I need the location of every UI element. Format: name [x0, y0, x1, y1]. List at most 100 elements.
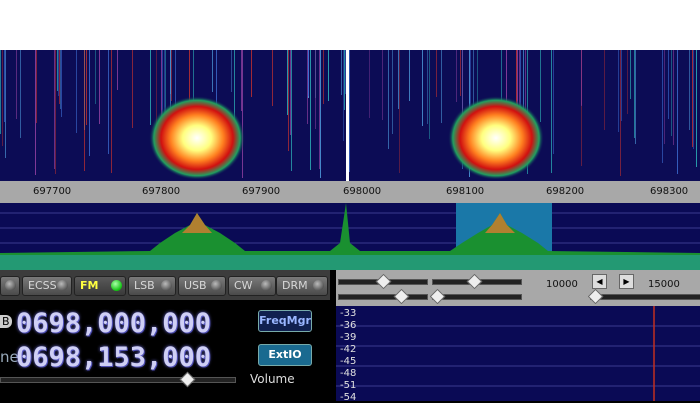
db-label: -39: [340, 332, 357, 343]
waterfall-line: [519, 50, 520, 131]
waterfall-line: [164, 50, 165, 151]
waterfall-line: [677, 50, 678, 174]
waterfall-line: [581, 50, 582, 166]
waterfall-line: [89, 50, 90, 156]
waterfall-line: [634, 50, 635, 138]
waterfall-line: [345, 50, 346, 94]
zoom-slider[interactable]: [590, 294, 700, 300]
mode-button-ecss[interactable]: ECSS: [22, 276, 72, 296]
freq-tick-label: 697700: [33, 186, 72, 197]
slider-4[interactable]: [432, 294, 522, 300]
audio-canvas: [336, 306, 700, 401]
waterfall-line: [162, 50, 163, 157]
waterfall-line: [76, 50, 77, 133]
waterfall-line: [212, 50, 213, 92]
waterfall-line: [422, 50, 423, 126]
waterfall-line: [310, 50, 311, 170]
mode-button-usb[interactable]: USB: [178, 276, 226, 296]
mode-label: CW: [234, 279, 253, 292]
waterfall-line: [369, 50, 370, 118]
slider-1-thumb[interactable]: [375, 273, 392, 290]
tune-label: ne: [0, 348, 19, 366]
waterfall-line: [692, 50, 693, 147]
waterfall-line: [627, 50, 628, 114]
slider-panel: 10000 15000 ◀ ▶: [336, 270, 700, 306]
waterfall-line: [427, 50, 428, 124]
waterfall-line: [462, 50, 463, 134]
waterfall-line: [506, 50, 507, 143]
waterfall-display[interactable]: [0, 0, 700, 181]
waterfall-line: [398, 50, 399, 109]
waterfall-line: [392, 50, 393, 134]
waterfall-line: [689, 50, 690, 130]
waterfall-line: [16, 50, 17, 119]
frequency-axis[interactable]: 697700 697800 697900 698000 698100 69820…: [0, 181, 700, 203]
waterfall-carrier: [346, 50, 349, 181]
volume-slider[interactable]: [0, 377, 236, 383]
waterfall-line: [341, 50, 342, 95]
waterfall-line: [635, 50, 636, 144]
waterfall-line: [349, 50, 350, 172]
mode-label: USB: [184, 279, 207, 292]
spectrum-canvas: [0, 203, 700, 270]
waterfall-line: [241, 50, 242, 111]
waterfall-line: [290, 50, 291, 135]
slider-4-thumb[interactable]: [429, 288, 446, 305]
waterfall-line: [288, 50, 289, 151]
waterfall-line: [604, 50, 605, 130]
volume-slider-thumb[interactable]: [179, 371, 196, 388]
mode-button-am[interactable]: [0, 276, 20, 296]
freqmgr-button[interactable]: FreqMgr: [258, 310, 312, 332]
led-icon: [161, 280, 172, 291]
extio-button[interactable]: ExtIO: [258, 344, 312, 366]
waterfall-signal-2: [448, 96, 544, 180]
slider-3-thumb[interactable]: [393, 288, 410, 305]
waterfall-line: [193, 50, 194, 122]
lo-frequency-display[interactable]: 0698,000,000: [16, 308, 212, 339]
waterfall-line: [429, 50, 430, 139]
spectrum-trace: [0, 203, 700, 270]
waterfall-line: [165, 50, 166, 157]
waterfall-line: [0, 50, 1, 134]
led-icon: [57, 280, 68, 291]
mode-selector: ECSS FM LSB USB CW DRM: [0, 270, 330, 300]
waterfall-line: [399, 50, 400, 173]
waterfall-line: [59, 50, 60, 104]
waterfall-line: [216, 50, 217, 146]
waterfall-line: [551, 50, 552, 173]
audio-spectrum[interactable]: -33 -36 -39 -42 -45 -48 -51 -54: [336, 306, 700, 403]
slider-2-thumb[interactable]: [466, 273, 483, 290]
waterfall-line: [5, 50, 6, 158]
waterfall-line: [35, 50, 36, 175]
freq-tick-label: 697900: [242, 186, 281, 197]
waterfall-line: [516, 50, 517, 114]
waterfall-lines: [0, 50, 697, 178]
mode-button-lsb[interactable]: LSB: [128, 276, 176, 296]
spectrum-grid: [0, 212, 700, 244]
mode-button-cw[interactable]: CW: [228, 276, 276, 296]
waterfall-line: [2, 50, 3, 146]
zoom-slider-thumb[interactable]: [587, 288, 604, 305]
waterfall-line: [170, 50, 171, 94]
waterfall-line: [251, 50, 252, 97]
scroll-left-icon[interactable]: ◀: [592, 274, 607, 289]
mode-button-drm[interactable]: DRM: [276, 276, 328, 296]
waterfall-line: [581, 50, 582, 106]
waterfall-line: [4, 50, 5, 122]
waterfall-line: [242, 50, 243, 178]
mode-button-fm[interactable]: FM: [74, 276, 126, 296]
spectrum-display[interactable]: [0, 203, 700, 270]
slider-3[interactable]: [338, 294, 428, 300]
tune-frequency-display[interactable]: 0698,153,000: [16, 342, 212, 373]
waterfall-line: [111, 50, 112, 173]
waterfall-line: [328, 50, 329, 101]
waterfall-line: [520, 50, 521, 137]
waterfall-line: [84, 50, 85, 171]
scroll-right-icon[interactable]: ▶: [619, 274, 634, 289]
waterfall-line: [61, 50, 62, 117]
waterfall-line: [287, 50, 288, 115]
waterfall-line: [664, 50, 665, 144]
db-label: -42: [340, 344, 357, 355]
led-icon: [211, 280, 222, 291]
waterfall-line: [108, 50, 109, 154]
